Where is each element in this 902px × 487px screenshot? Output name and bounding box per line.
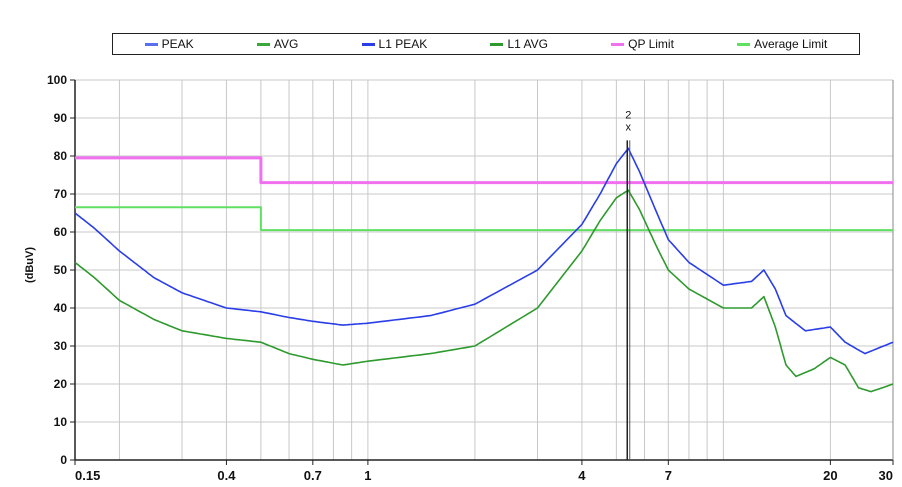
- x-tick-label: 0.7: [304, 468, 322, 483]
- y-tick-label: 40: [54, 301, 68, 315]
- y-tick-label: 90: [54, 111, 68, 125]
- legend-item: PEAK: [144, 37, 194, 51]
- y-tick-label: 100: [47, 73, 67, 87]
- y-tick-label: 20: [54, 377, 68, 391]
- x-tick-label: 4: [578, 468, 586, 483]
- legend-item: L1 PEAK: [361, 37, 428, 51]
- y-tick-label: 30: [54, 339, 68, 353]
- x-tick-label: 0.4: [217, 468, 236, 483]
- legend-swatch: [256, 42, 270, 46]
- legend-item: QP Limit: [611, 37, 674, 51]
- legend-swatch: [611, 42, 625, 46]
- y-tick-label: 80: [54, 149, 68, 163]
- y-tick-label: 70: [54, 187, 68, 201]
- x-tick-label: 20: [823, 468, 837, 483]
- series-line: [74, 189, 894, 393]
- legend-label: L1 AVG: [507, 37, 548, 51]
- legend-item: AVG: [256, 37, 299, 51]
- series-line: [75, 156, 893, 185]
- legend-swatch: [361, 42, 375, 46]
- x-tick-label: 30: [879, 468, 893, 483]
- legend-item: Average Limit: [737, 37, 827, 51]
- x-tick-label: 7: [665, 468, 672, 483]
- legend-swatch: [490, 42, 504, 46]
- y-tick-label: 10: [54, 415, 68, 429]
- legend-swatch: [737, 42, 751, 46]
- series-line: [74, 147, 894, 355]
- x-tick-label: 1: [364, 468, 371, 483]
- legend-swatch: [144, 42, 158, 46]
- marker-label: 2: [625, 109, 631, 121]
- legend-label: PEAK: [161, 37, 194, 51]
- marker-symbol: x: [626, 121, 632, 133]
- legend-label: QP Limit: [628, 37, 674, 51]
- legend-item: L1 AVG: [490, 37, 548, 51]
- y-tick-label: 60: [54, 225, 68, 239]
- chart-legend: PEAK AVG L1 PEAK L1 AVG QP Limit Average…: [112, 33, 860, 55]
- y-tick-label: 0: [60, 453, 67, 467]
- legend-label: L1 PEAK: [378, 37, 428, 51]
- y-tick-label: 50: [54, 263, 68, 277]
- legend-label: Average Limit: [754, 37, 828, 51]
- legend-label: AVG: [273, 37, 299, 51]
- x-tick-label: 0.15: [75, 468, 100, 483]
